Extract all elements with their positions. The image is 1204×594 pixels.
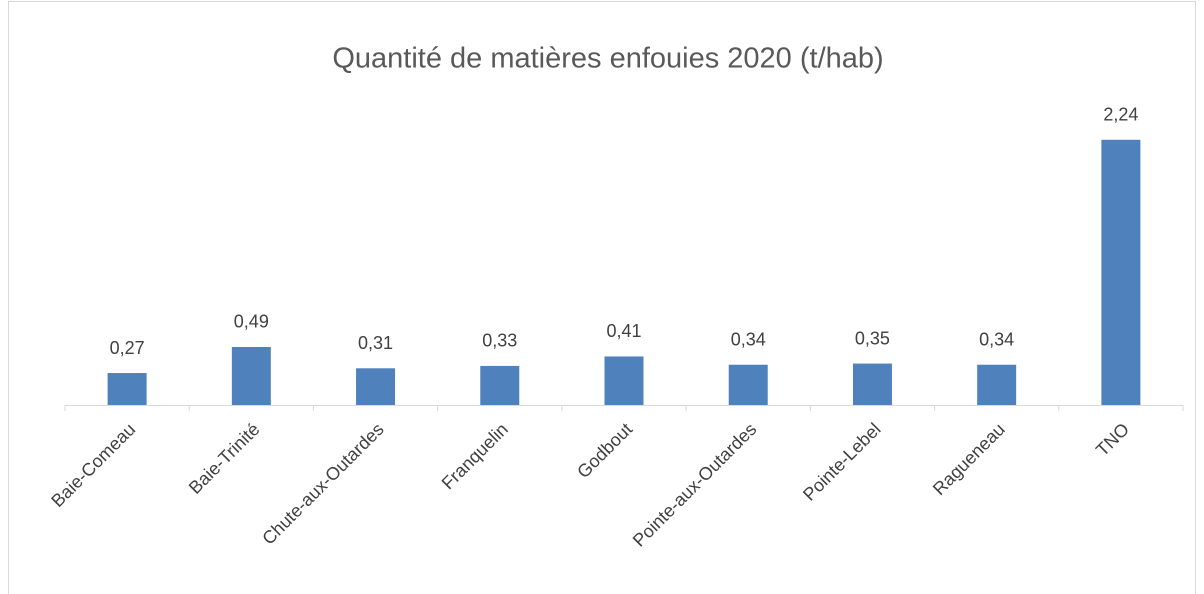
bar xyxy=(356,368,396,405)
bar xyxy=(231,346,271,405)
bar xyxy=(107,373,147,405)
data-label: 0,31 xyxy=(358,333,393,353)
data-label: 0,49 xyxy=(234,312,269,332)
chart-frame xyxy=(8,1,1196,594)
bar xyxy=(728,364,768,405)
data-label: 0,34 xyxy=(979,329,1014,349)
data-label: 0,41 xyxy=(606,321,641,341)
bar xyxy=(852,363,892,405)
chart-title: Quantité de matières enfouies 2020 (t/ha… xyxy=(332,43,883,75)
data-label: 0,34 xyxy=(731,329,766,349)
bar xyxy=(977,364,1017,405)
data-label: 2,24 xyxy=(1103,105,1138,125)
data-label: 0,27 xyxy=(110,338,145,358)
bar xyxy=(480,365,520,405)
bar xyxy=(604,356,644,405)
data-label: 0,35 xyxy=(855,328,890,348)
bar xyxy=(1101,139,1141,405)
data-label: 0,33 xyxy=(482,331,517,351)
